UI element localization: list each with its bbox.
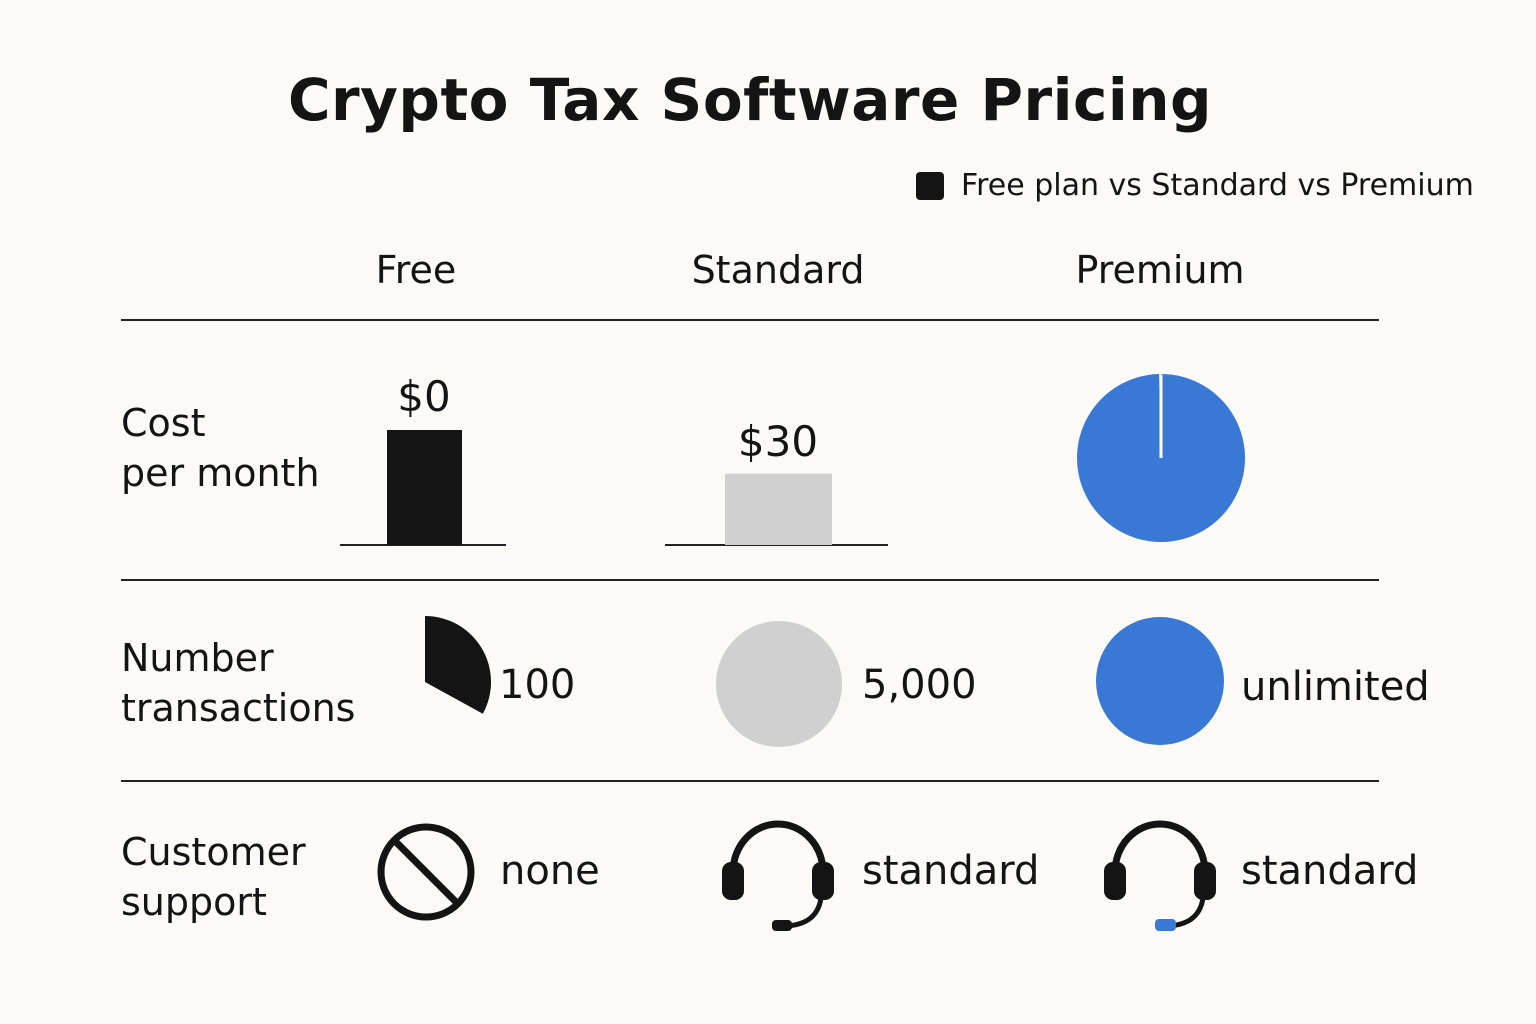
legend-swatch [916,171,944,200]
row-divider-2 [121,780,1379,782]
no-entry-icon [377,823,475,921]
premium-transactions-value: unlimited [1241,664,1430,710]
column-header-premium: Premium [1075,248,1245,292]
standard-support-value: standard [862,848,1040,894]
row-label-cost-line2: per month [121,451,320,495]
row-label-cost-line1: Cost [121,401,206,445]
standard-transactions-value: 5,000 [862,662,977,708]
free-transactions-wedge [425,616,491,714]
free-transactions-value: 100 [499,662,576,708]
premium-support-value: standard [1241,848,1419,894]
chart-title: Crypto Tax Software Pricing [287,66,1213,134]
column-header-free: Free [375,248,457,292]
headset-icon [1104,820,1216,931]
row-label-transactions-line1: Number [121,636,274,680]
row-label-cost: Cost per month [121,398,320,498]
column-header-standard: Standard [691,248,865,292]
row-label-support: Customer support [121,827,306,927]
standard-cost-bar [725,473,832,545]
row-divider-1 [121,579,1379,581]
free-cost-bar [387,430,462,545]
row-label-support-line1: Customer [121,830,306,874]
legend-label: Free plan vs Standard vs Premium [961,168,1474,203]
row-label-support-line2: support [121,880,267,924]
legend: Free plan vs Standard vs Premium [916,168,1474,203]
free-support-value: none [500,848,600,894]
free-price-label: $0 [397,372,451,421]
row-label-transactions: Number transactions [121,633,355,733]
row-label-transactions-line2: transactions [121,686,356,730]
standard-transactions-circle [716,621,842,747]
premium-cost-pie [1076,374,1245,542]
standard-price-label: $30 [737,417,819,466]
premium-transactions-circle [1096,617,1224,745]
header-divider [121,319,1379,321]
headset-icon [722,820,834,931]
